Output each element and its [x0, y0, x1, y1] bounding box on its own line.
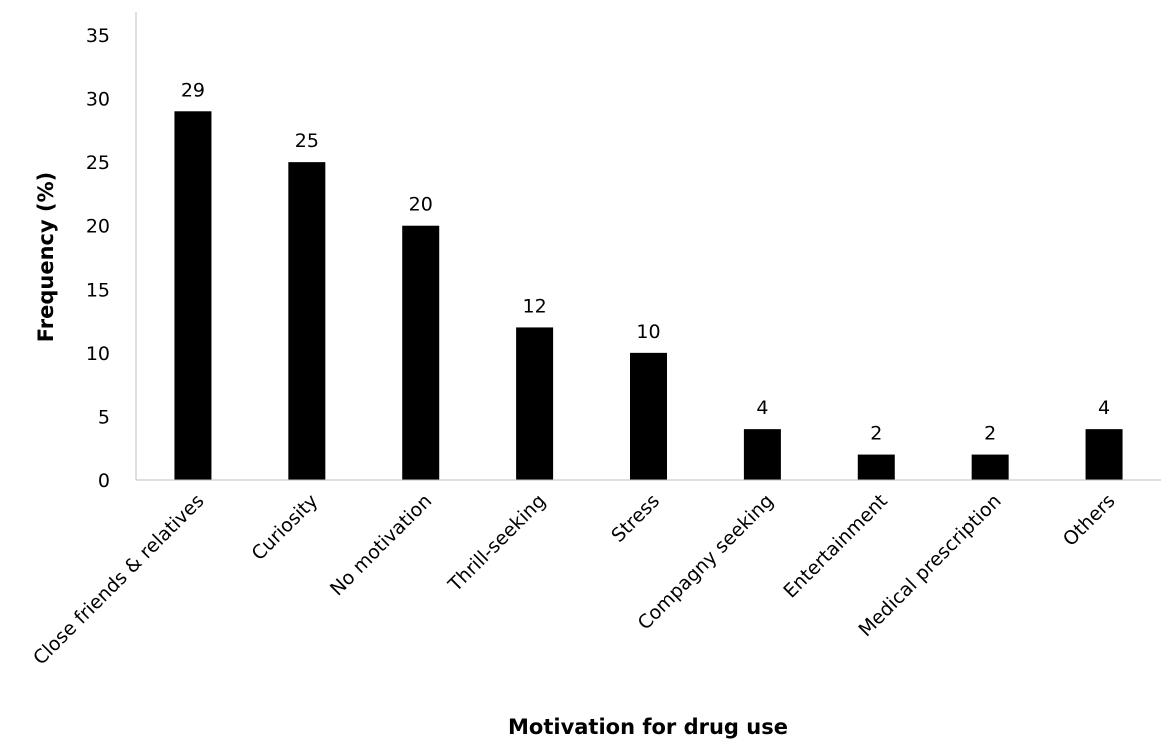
y-tick-label: 35 [86, 25, 110, 47]
x-tick-label: Stress [607, 490, 664, 547]
y-tick-label: 10 [86, 343, 110, 365]
bar-value-label: 29 [181, 79, 205, 101]
bar-value-label: 2 [870, 423, 882, 445]
x-tick-label: Entertainment [779, 490, 892, 603]
y-tick-label: 20 [86, 216, 110, 238]
bar-value-label: 12 [523, 295, 547, 317]
bar-value-label: 2 [984, 423, 996, 445]
x-tick-label: Curiosity [247, 490, 322, 565]
y-tick-label: 5 [98, 406, 110, 428]
bar [857, 454, 895, 480]
data-labels-group: 29 25 20 12 10 4 2 2 4 [181, 79, 1110, 444]
bar [174, 111, 212, 481]
x-tick-label: No motivation [326, 490, 436, 600]
x-axis-ticks: Close friends & relatives Curiosity No mot… [29, 490, 1120, 669]
bar-value-label: 25 [295, 130, 319, 152]
bar [630, 352, 667, 480]
x-tick-label: Others [1059, 490, 1120, 551]
y-axis-title: Frequency (%) [34, 172, 58, 342]
bar [1085, 429, 1123, 480]
bar [288, 162, 326, 480]
bar [743, 429, 781, 480]
y-axis-ticks: 0 5 10 15 20 25 30 35 [86, 25, 110, 492]
bar [516, 327, 554, 480]
bar [971, 454, 1009, 480]
x-tick-label: Close friends & relatives [29, 490, 208, 669]
bar-value-label: 10 [636, 321, 660, 343]
y-tick-label: 25 [86, 152, 110, 174]
bar-value-label: 20 [409, 194, 433, 216]
y-tick-label: 15 [86, 279, 110, 301]
y-tick-label: 30 [86, 89, 110, 111]
bar-value-label: 4 [1098, 397, 1110, 419]
bars-group [174, 111, 1123, 481]
bar [402, 225, 440, 480]
x-tick-label: Thrill-seeking [443, 490, 550, 597]
bar-value-label: 4 [756, 397, 768, 419]
x-axis-title: Motivation for drug use [508, 715, 788, 739]
y-tick-label: 0 [98, 470, 110, 492]
